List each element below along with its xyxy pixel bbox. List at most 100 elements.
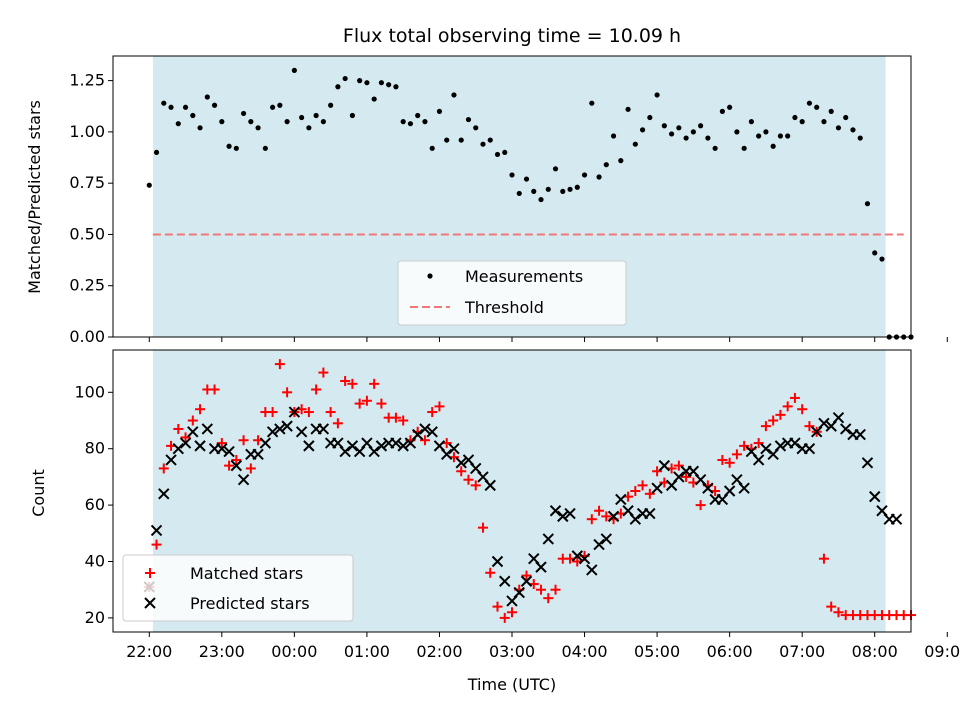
predicted-star-stroke-b (658, 459, 671, 472)
predicted-star-stroke-b (165, 454, 177, 466)
predicted-star-point (760, 442, 772, 455)
measurement-point (748, 119, 755, 125)
matched-star-point (550, 584, 561, 595)
measurement-point (386, 82, 392, 88)
y-tick-label: 1.00 (69, 122, 105, 141)
matched-star-point (303, 407, 314, 418)
predicted-star-stroke-b (818, 417, 830, 430)
predicted-star-stroke-b (564, 507, 576, 520)
legend-matched-label: Matched stars (190, 564, 303, 583)
bottom-legend: Matched stars Predicted stars (122, 554, 354, 622)
measurement-point (734, 129, 740, 135)
chart-title: Flux total observing time = 10.09 h (343, 25, 681, 47)
predicted-star-stroke-b (738, 482, 750, 494)
measurement-point (233, 145, 239, 151)
measurement-point (763, 129, 769, 135)
matched-star-point (586, 514, 597, 525)
predicted-star-stroke-b (252, 448, 264, 461)
matched-star-point (492, 601, 503, 612)
matched-star-point (282, 387, 293, 398)
matched-star-point (376, 398, 387, 409)
measurement-point (226, 143, 232, 149)
predicted-star-stroke-b (274, 423, 286, 435)
measurement-point (799, 119, 805, 125)
measurement-point (407, 121, 414, 127)
matched-star-point (594, 505, 605, 516)
matched-star-point (804, 421, 815, 432)
predicted-star-stroke-b (644, 507, 656, 520)
measurement-point (719, 108, 725, 114)
top-legend: Measurements Threshold (397, 260, 627, 326)
predicted-star-point (629, 513, 642, 525)
matched-star-point (760, 421, 771, 432)
matched-star-point (332, 418, 343, 429)
predicted-star-stroke-b (629, 513, 642, 525)
measurement-point (581, 172, 588, 178)
predicted-star-point (600, 533, 613, 545)
measurement-point (850, 127, 856, 133)
x-tick-label: 09:00 (924, 642, 960, 661)
predicted-star-point (448, 442, 460, 455)
predicted-star-point (854, 428, 866, 441)
measurement-point (371, 96, 377, 102)
predicted-star-stroke-b (455, 457, 467, 469)
predicted-star-stroke-b (549, 505, 562, 517)
predicted-star-point (317, 423, 330, 435)
measurement-point (204, 94, 210, 100)
measurement-point (843, 114, 849, 121)
predicted-star-point (774, 440, 787, 452)
measurement-point (552, 166, 559, 172)
measurement-point (705, 135, 711, 141)
matched-star-point (187, 415, 198, 426)
matched-star-point (151, 539, 162, 550)
predicted-star-point (658, 459, 671, 472)
matched-star-point (238, 435, 249, 446)
predicted-star-point (288, 406, 301, 418)
matched-star-point (782, 401, 793, 412)
x-tick-label: 02:00 (416, 642, 462, 661)
predicted-star-point (564, 507, 576, 520)
measurement-point (480, 141, 486, 147)
matched-star-point (499, 612, 510, 623)
predicted-star-stroke-b (477, 471, 489, 483)
measurement-point (777, 133, 784, 139)
measurement-point (669, 131, 675, 137)
matched-star-point (731, 449, 742, 460)
measurement-point (182, 104, 189, 110)
predicted-star-point (441, 448, 453, 461)
measurement-point (270, 104, 276, 110)
predicted-star-stroke-b (542, 533, 554, 545)
matched-star-point (543, 593, 554, 604)
x-tick-label: 05:00 (634, 642, 680, 661)
measurement-point (299, 114, 305, 121)
x-axis-title: Time (UTC) (467, 675, 556, 694)
matched-star-point (637, 480, 648, 491)
predicted-star-stroke-b (731, 474, 743, 486)
measurement-point (770, 143, 776, 149)
predicted-star-stroke-b (150, 524, 163, 537)
matched-star-point (507, 607, 517, 618)
measurement-point (349, 112, 355, 119)
predicted-star-stroke-b (535, 561, 547, 573)
measurement-point (683, 135, 689, 141)
measurement-point (531, 188, 537, 194)
predicted-star-point (818, 417, 830, 430)
matched-star-point (231, 454, 242, 465)
matched-star-point (775, 409, 786, 420)
measurement-point (393, 84, 399, 90)
predicted-star-stroke-b (854, 428, 866, 441)
measurement-point (756, 133, 762, 139)
measurement-point (197, 125, 203, 131)
measurement-point (211, 102, 218, 108)
matched-star-point (347, 378, 358, 389)
measurement-point (328, 102, 334, 108)
measurement-point (814, 104, 820, 110)
matched-star-point (485, 567, 496, 578)
bottom-y-axis-title: Count (29, 469, 48, 517)
predicted-star-stroke-b (752, 454, 765, 466)
predicted-star-stroke-b (484, 479, 496, 492)
predicted-star-point (861, 457, 874, 469)
predicted-star-point (499, 575, 511, 587)
predicted-star-stroke-b (832, 411, 845, 424)
legend-measure-label: Measurements (465, 267, 583, 286)
